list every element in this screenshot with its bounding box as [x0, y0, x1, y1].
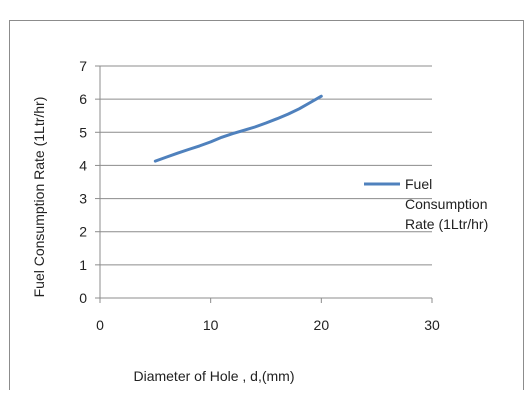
y-tick-label: 1	[79, 257, 87, 273]
chart-frame	[9, 20, 524, 390]
y-tick-label: 2	[79, 224, 87, 240]
y-tick-label: 7	[79, 58, 87, 74]
gridlines	[100, 65, 432, 266]
y-tick-label: 3	[79, 191, 87, 207]
x-tick-label: 30	[424, 317, 440, 333]
x-tick-labels: 0 10 20 30	[96, 317, 440, 333]
x-axis-label: Diameter of Hole , d,(mm)	[133, 368, 294, 384]
legend-label: Fuel Consumption Rate (1Ltr/hr)	[405, 176, 488, 232]
axes	[95, 65, 433, 303]
series-group	[153, 94, 323, 163]
legend-label-line: Rate (1Ltr/hr)	[405, 216, 488, 232]
y-tick-labels: 0 1 2 3 4 5 6 7	[79, 58, 87, 306]
x-tick-label: 20	[314, 317, 330, 333]
y-tick-label: 4	[79, 157, 87, 173]
x-tick-label: 0	[96, 317, 104, 333]
legend-label-line: Fuel	[405, 176, 432, 192]
y-tick-label: 6	[79, 91, 87, 107]
y-tick-label: 5	[79, 124, 87, 140]
y-axis-label: Fuel Consumption Rate (1Ltr/hr)	[31, 97, 47, 298]
legend-label-line: Consumption	[405, 196, 488, 212]
series-line	[153, 94, 323, 163]
y-tick-label: 0	[79, 290, 87, 306]
x-tick-label: 10	[203, 317, 219, 333]
legend: Fuel Consumption Rate (1Ltr/hr)	[364, 176, 488, 232]
